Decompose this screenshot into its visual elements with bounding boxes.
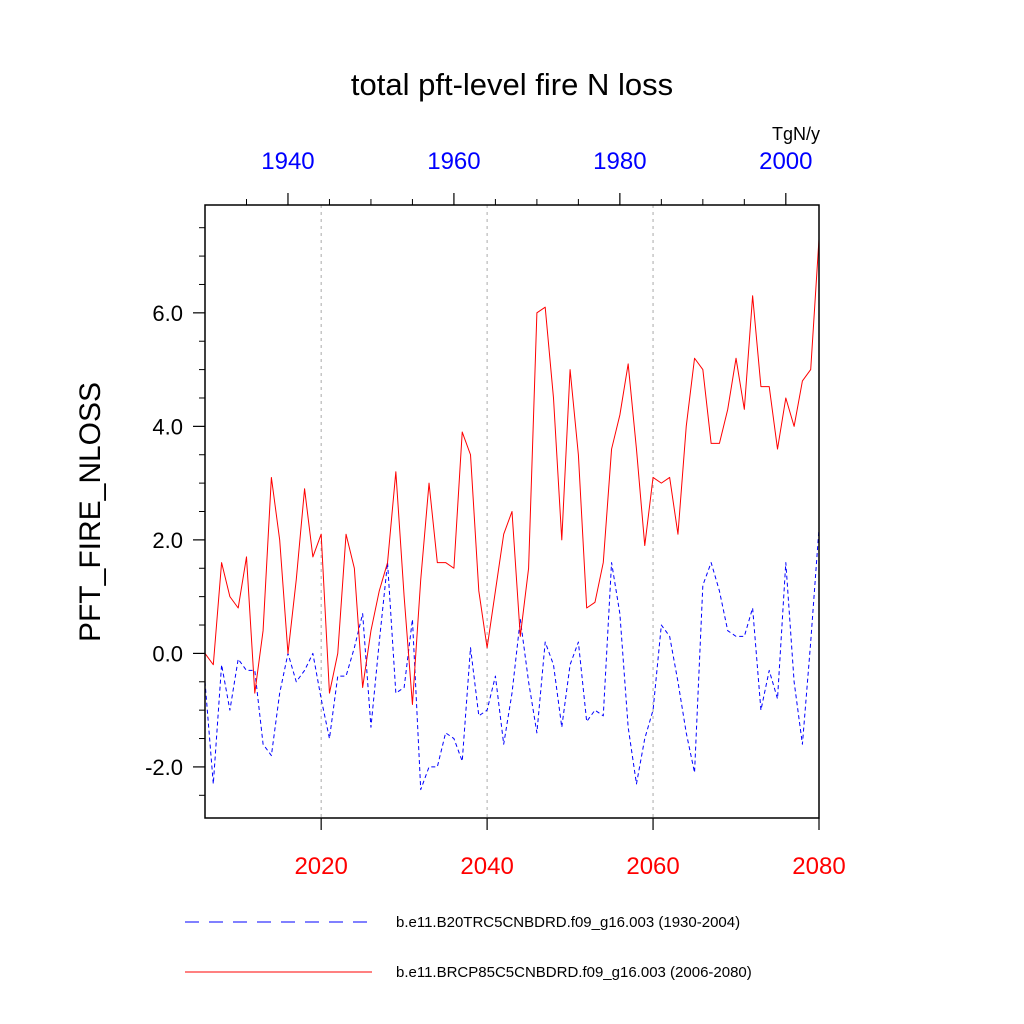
x-top-tick-label: 1940 bbox=[261, 148, 314, 175]
y-tick-label: 6.0 bbox=[152, 301, 183, 326]
legend: b.e11.B20TRC5CNBDRD.f09_g16.003 (1930-20… bbox=[185, 914, 752, 981]
x-top-tick-label: 2000 bbox=[759, 148, 812, 175]
y-axis-label: PFT_FIRE_NLOSS bbox=[74, 382, 107, 642]
legend-label-historical: b.e11.B20TRC5CNBDRD.f09_g16.003 (1930-20… bbox=[396, 914, 740, 931]
units-label: TgN/y bbox=[772, 124, 820, 144]
y-tick-label: -2.0 bbox=[145, 755, 183, 780]
x-bottom-tick-label: 2060 bbox=[626, 853, 679, 880]
axes: -2.0 0.0 2.0 4.0 6.0 2020 2040 2060 2080 1940 1960… bbox=[145, 148, 846, 880]
x-top-tick-label: 1960 bbox=[427, 148, 480, 175]
series-line-historical bbox=[204, 528, 820, 791]
x-top-tick-label: 1980 bbox=[593, 148, 646, 175]
series-line-rcp85 bbox=[204, 239, 820, 705]
series-group bbox=[204, 239, 820, 791]
y-tick-label: 4.0 bbox=[152, 414, 183, 439]
x-bottom-tick-label: 2080 bbox=[792, 853, 845, 880]
legend-label-rcp85: b.e11.BRCP85C5CNBDRD.f09_g16.003 (2006-2… bbox=[396, 964, 752, 981]
y-tick-label: 2.0 bbox=[152, 528, 183, 553]
y-tick-label: 0.0 bbox=[152, 641, 183, 666]
chart-title: total pft-level fire N loss bbox=[351, 67, 673, 102]
x-bottom-tick-label: 2040 bbox=[460, 853, 513, 880]
x-bottom-tick-label: 2020 bbox=[294, 853, 347, 880]
